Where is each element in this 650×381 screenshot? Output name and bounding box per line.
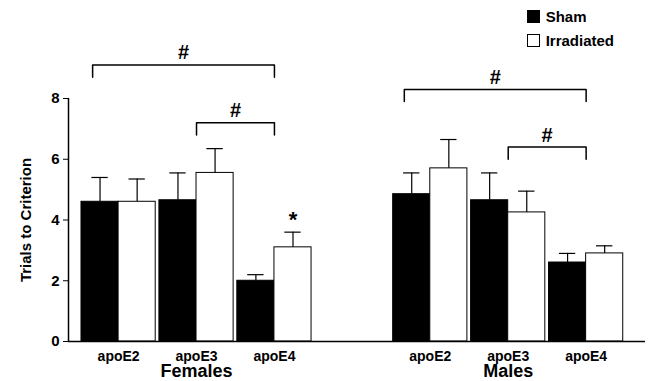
svg-text:apoE2: apoE2 [409, 348, 451, 364]
svg-text:Trials to Criterion: Trials to Criterion [17, 158, 34, 282]
svg-text:apoE2: apoE2 [98, 348, 140, 364]
svg-text:6: 6 [51, 150, 59, 167]
svg-text:apoE4: apoE4 [565, 348, 607, 364]
svg-text:8: 8 [51, 89, 59, 106]
svg-text:*: * [289, 207, 298, 232]
svg-text:Females: Females [160, 361, 232, 381]
svg-text:apoE3: apoE3 [175, 348, 218, 364]
svg-text:0: 0 [51, 332, 59, 349]
svg-text:#: # [490, 66, 501, 88]
html-text:Sham: Sham [545, 7, 587, 25]
svg-text:#: # [542, 124, 553, 146]
svg-text:apoE3: apoE3 [487, 348, 530, 364]
svg-text:Males: Males [483, 361, 533, 381]
svg-text:4: 4 [51, 211, 60, 228]
svg-text:#: # [230, 99, 241, 121]
svg-text:2: 2 [51, 272, 59, 289]
html-text:Irradiated: Irradiated [545, 31, 614, 49]
svg-text:apoE4: apoE4 [253, 348, 295, 364]
svg-text:#: # [178, 41, 189, 63]
